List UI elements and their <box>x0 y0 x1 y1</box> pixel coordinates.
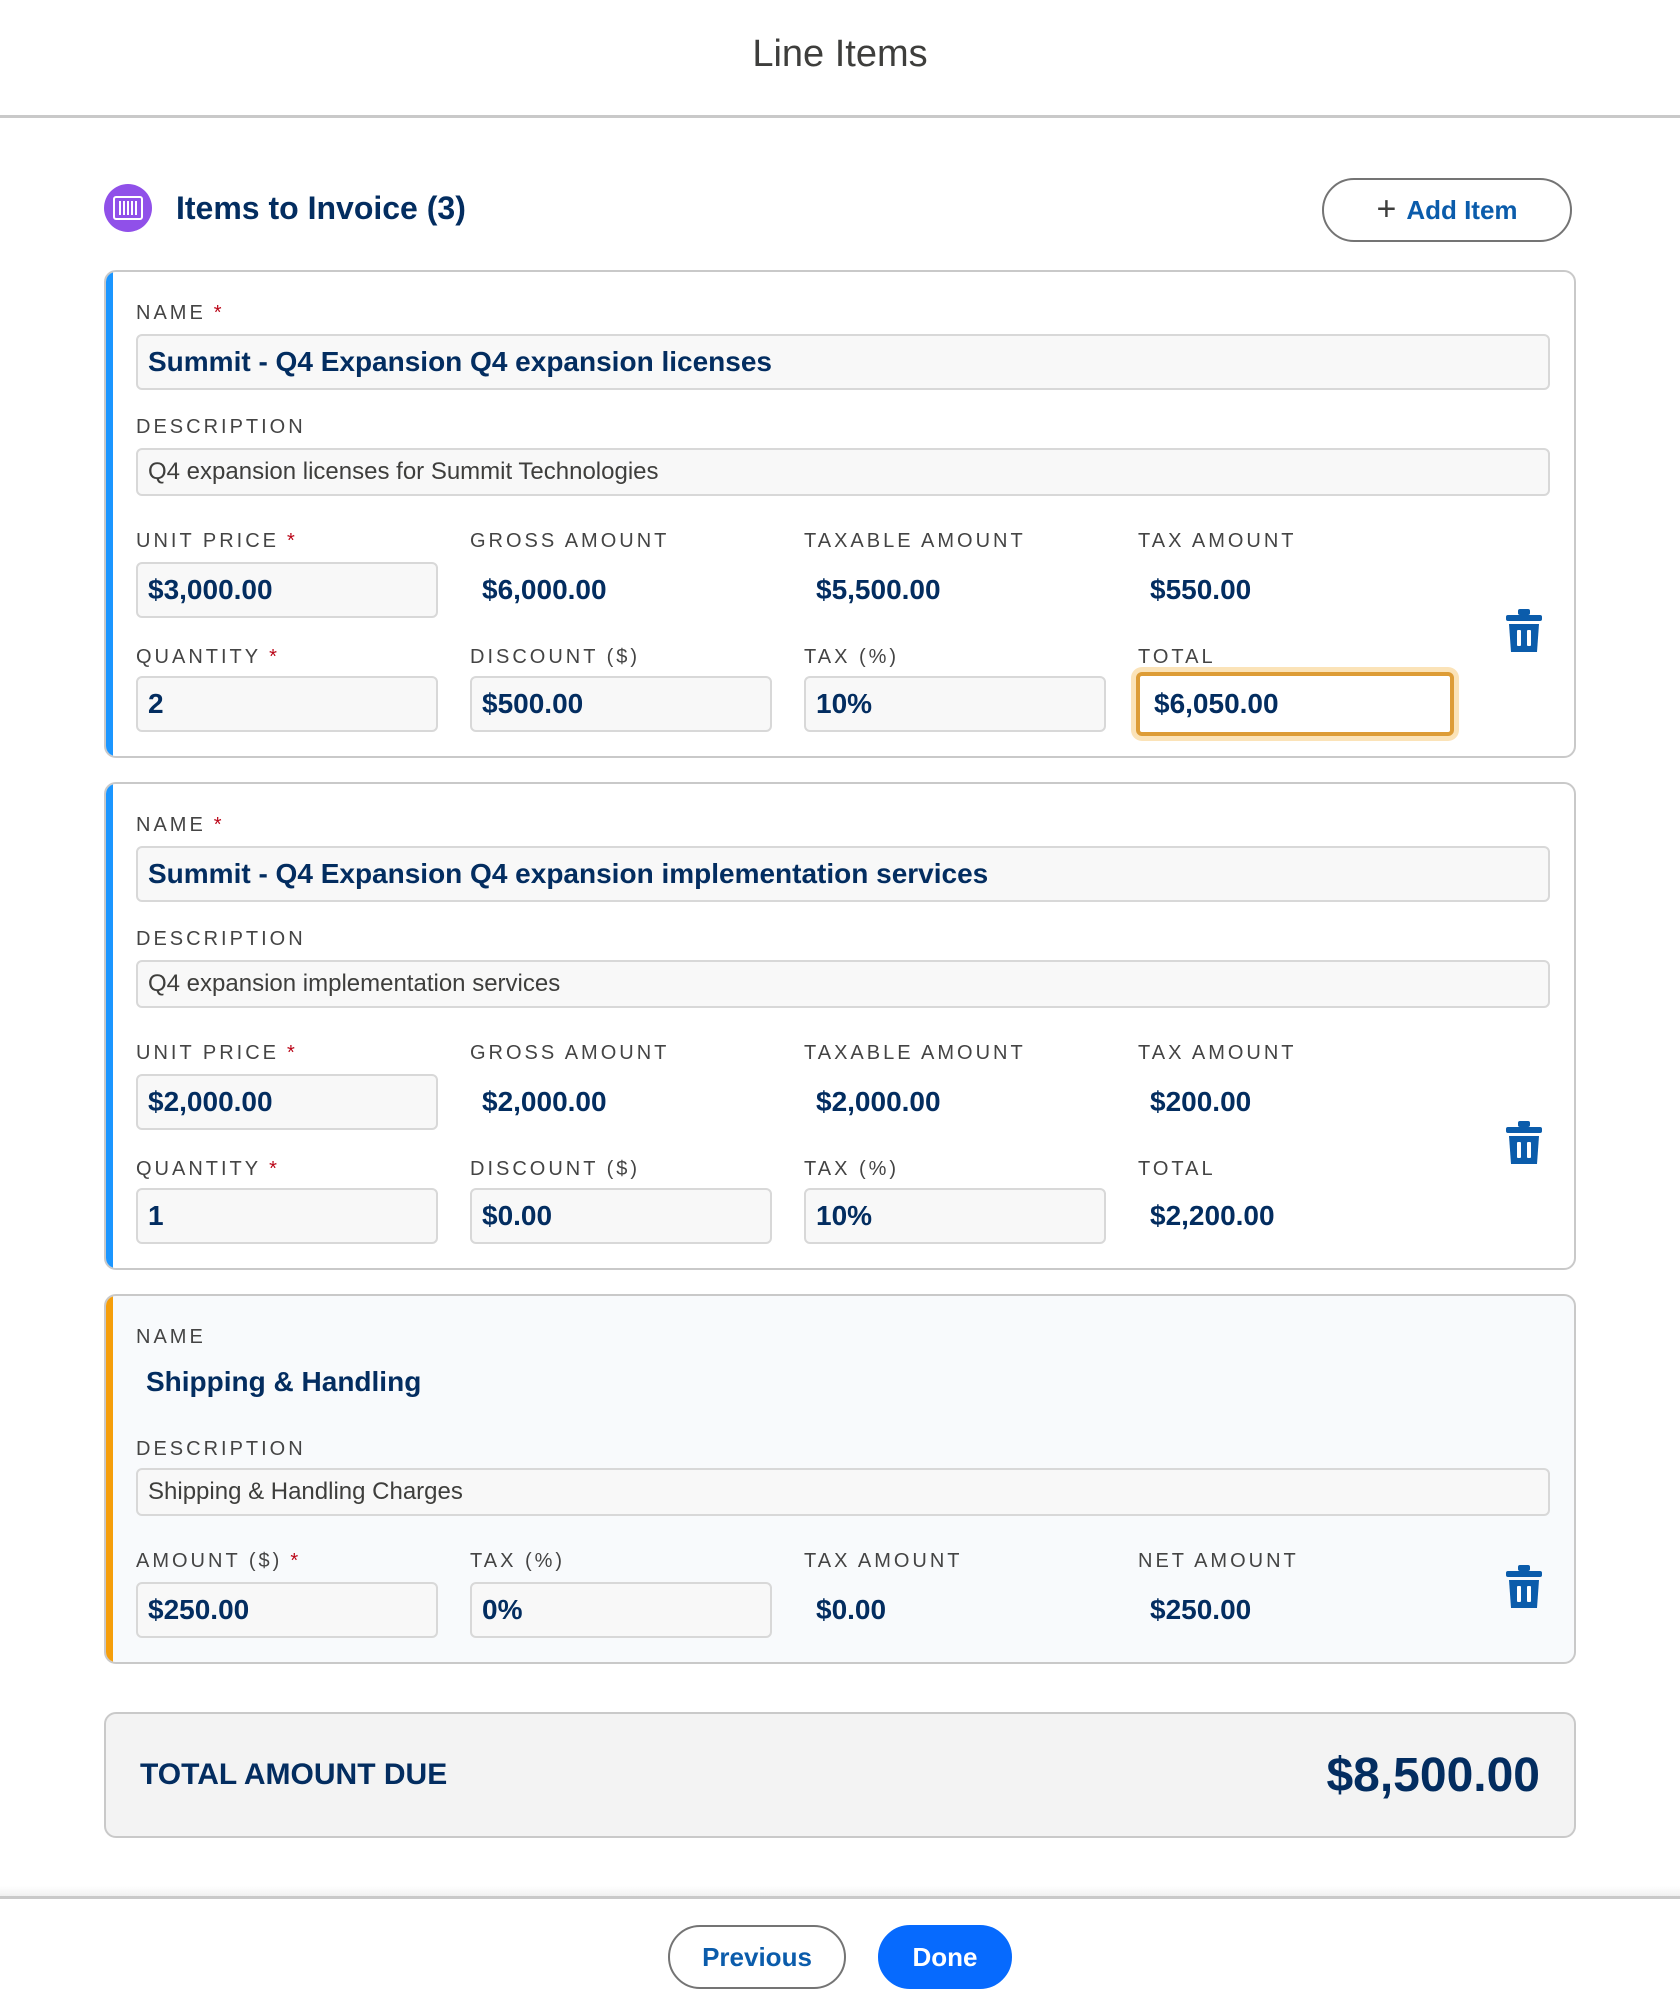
total-label: TOTAL <box>1138 1158 1216 1180</box>
taxable-amount-label: TAXABLE AMOUNT <box>804 1042 1026 1064</box>
description-input[interactable]: Q4 expansion licenses for Summit Technol… <box>136 448 1550 496</box>
line-item-card: NAME * Summit - Q4 Expansion Q4 expansion… <box>104 270 1576 758</box>
discount-input[interactable]: $0.00 <box>470 1188 772 1244</box>
footer-shadow <box>0 1886 1680 1896</box>
name-input[interactable]: Summit - Q4 Expansion Q4 expansion imple… <box>136 846 1550 902</box>
total-label: TOTAL <box>1138 646 1216 668</box>
card-accent <box>106 272 113 756</box>
tax-amount-value: $550.00 <box>1150 574 1252 605</box>
name-input[interactable]: Summit - Q4 Expansion Q4 expansion licen… <box>136 334 1550 390</box>
line-item-card: NAME * Summit - Q4 Expansion Q4 expansion… <box>104 782 1576 1270</box>
product-barcode-icon <box>104 184 152 232</box>
add-item-label: Add Item <box>1406 194 1518 225</box>
delete-item-icon[interactable] <box>1504 1120 1544 1166</box>
tax-percent-label: TAX (%) <box>804 646 900 668</box>
tax-amount-label: TAX AMOUNT <box>804 1550 963 1572</box>
quantity-label: QUANTITY * <box>136 1158 280 1180</box>
description-input[interactable]: Shipping & Handling Charges <box>136 1468 1550 1516</box>
tax-amount-value: $0.00 <box>816 1594 887 1625</box>
shipping-name-value: Shipping & Handling <box>146 1366 422 1397</box>
done-button[interactable]: Done <box>878 1925 1012 1989</box>
net-amount-value: $250.00 <box>1150 1594 1252 1625</box>
description-input[interactable]: Q4 expansion implementation services <box>136 960 1550 1008</box>
plus-icon: + <box>1376 189 1397 228</box>
total-input[interactable]: $6,050.00 <box>1136 672 1454 736</box>
gross-amount-label: GROSS AMOUNT <box>470 530 670 552</box>
net-amount-label: NET AMOUNT <box>1138 1550 1299 1572</box>
gross-amount-label: GROSS AMOUNT <box>470 1042 670 1064</box>
tax-amount-label: TAX AMOUNT <box>1138 1042 1297 1064</box>
taxable-amount-label: TAXABLE AMOUNT <box>804 530 1026 552</box>
description-label: DESCRIPTION <box>136 1438 306 1460</box>
discount-label: DISCOUNT ($) <box>470 646 641 668</box>
tax-percent-label: TAX (%) <box>804 1158 900 1180</box>
modal-header: Line Items <box>0 0 1680 118</box>
total-amount-due-value: $8,500.00 <box>1326 1749 1540 1802</box>
taxable-amount-value: $2,000.00 <box>816 1086 941 1117</box>
tax-percent-input[interactable]: 0% <box>470 1582 772 1638</box>
description-label: DESCRIPTION <box>136 416 306 438</box>
total-value: $2,200.00 <box>1150 1200 1275 1231</box>
tax-amount-label: TAX AMOUNT <box>1138 530 1297 552</box>
name-label: NAME * <box>136 302 225 324</box>
amount-label: AMOUNT ($) * <box>136 1550 302 1572</box>
amount-input[interactable]: $250.00 <box>136 1582 438 1638</box>
unit-price-label: UNIT PRICE * <box>136 1042 298 1064</box>
gross-amount-value: $2,000.00 <box>482 1086 607 1117</box>
unit-price-label: UNIT PRICE * <box>136 530 298 552</box>
tax-percent-label: TAX (%) <box>470 1550 566 1572</box>
discount-label: DISCOUNT ($) <box>470 1158 641 1180</box>
modal-footer: Previous Done <box>0 1896 1680 2010</box>
tax-percent-input[interactable]: 10% <box>804 1188 1106 1244</box>
tax-amount-value: $200.00 <box>1150 1086 1252 1117</box>
card-accent <box>106 1296 113 1662</box>
card-accent <box>106 784 113 1268</box>
tax-percent-input[interactable]: 10% <box>804 676 1106 732</box>
quantity-label: QUANTITY * <box>136 646 280 668</box>
gross-amount-value: $6,000.00 <box>482 574 607 605</box>
taxable-amount-value: $5,500.00 <box>816 574 941 605</box>
modal-title: Line Items <box>752 33 928 75</box>
delete-item-icon[interactable] <box>1504 608 1544 654</box>
name-label: NAME * <box>136 814 225 836</box>
shipping-card: NAME Shipping & Handling DESCRIPTION Shi… <box>104 1294 1576 1664</box>
total-amount-due: TOTAL AMOUNT DUE $8,500.00 <box>104 1712 1576 1838</box>
items-section-header: Items to Invoice (3) + Add Item <box>104 178 1572 250</box>
items-section-title: Items to Invoice (3) <box>176 190 466 226</box>
unit-price-input[interactable]: $2,000.00 <box>136 1074 438 1130</box>
unit-price-input[interactable]: $3,000.00 <box>136 562 438 618</box>
add-item-button[interactable]: + Add Item <box>1322 178 1572 242</box>
total-amount-due-label: TOTAL AMOUNT DUE <box>140 1758 448 1791</box>
previous-button[interactable]: Previous <box>668 1925 846 1989</box>
quantity-input[interactable]: 2 <box>136 676 438 732</box>
discount-input[interactable]: $500.00 <box>470 676 772 732</box>
delete-item-icon[interactable] <box>1504 1564 1544 1610</box>
quantity-input[interactable]: 1 <box>136 1188 438 1244</box>
description-label: DESCRIPTION <box>136 928 306 950</box>
name-label: NAME <box>136 1326 206 1348</box>
